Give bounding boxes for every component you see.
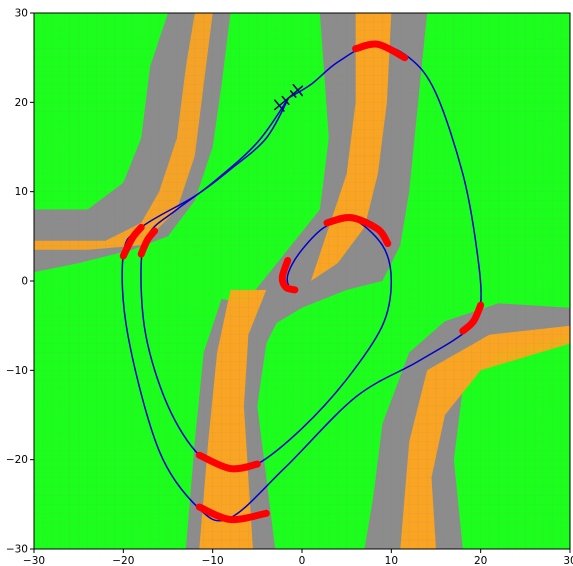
- field-high-upper-left: [34, 13, 213, 250]
- highlight-segment-4: [323, 213, 392, 247]
- highlight-segment-7: [195, 451, 261, 473]
- field-band-upper-left: [34, 13, 231, 273]
- field-high-center-lower: [199, 289, 267, 549]
- highlight-segment-5: [278, 257, 299, 294]
- x-axis: −30 −20 −10 0 10 20 30: [23, 549, 573, 566]
- y-tick-label: −10: [6, 365, 28, 377]
- vehicle-nose-wing: [289, 90, 297, 98]
- vehicle-marker-icon: [274, 83, 304, 112]
- y-tick-label: 20: [15, 97, 28, 109]
- field-high-center-upper: [310, 13, 392, 281]
- x-tick-label: 20: [474, 555, 487, 566]
- x-tick-label: −20: [112, 555, 134, 566]
- field-texture: [34, 13, 570, 549]
- y-axis: −30 −20 −10 0 10 20 30: [6, 8, 34, 556]
- y-tick-label: −20: [6, 454, 28, 466]
- y-tick-label: 30: [15, 8, 28, 20]
- y-tick-label: 10: [15, 186, 28, 198]
- highlight-segment-2: [119, 223, 145, 260]
- vehicle-front-wing: [292, 83, 304, 97]
- vehicle-rear-wing: [274, 99, 285, 112]
- vehicle-mid-wing: [281, 95, 290, 106]
- highlight-segment-3: [137, 227, 159, 258]
- vehicle-glyph: [274, 83, 304, 112]
- field-high-lower-right: [400, 325, 570, 549]
- x-tick-label: −30: [23, 555, 45, 566]
- x-tick-label: 10: [385, 555, 398, 566]
- highlight-layer: [119, 40, 485, 524]
- highlight-segment-1: [352, 40, 409, 62]
- highlight-segment-8: [195, 503, 270, 524]
- x-tick-label: 30: [563, 555, 573, 566]
- trajectory-line-2: [140, 97, 393, 471]
- x-tick-label: 0: [299, 555, 306, 566]
- field-regions: [34, 13, 570, 549]
- y-tick-label: 0: [21, 276, 28, 288]
- heatmap-field: [34, 13, 570, 549]
- y-tick-label: −30: [6, 544, 28, 556]
- highlight-segment-6: [459, 301, 485, 335]
- x-tick-label: −10: [202, 555, 224, 566]
